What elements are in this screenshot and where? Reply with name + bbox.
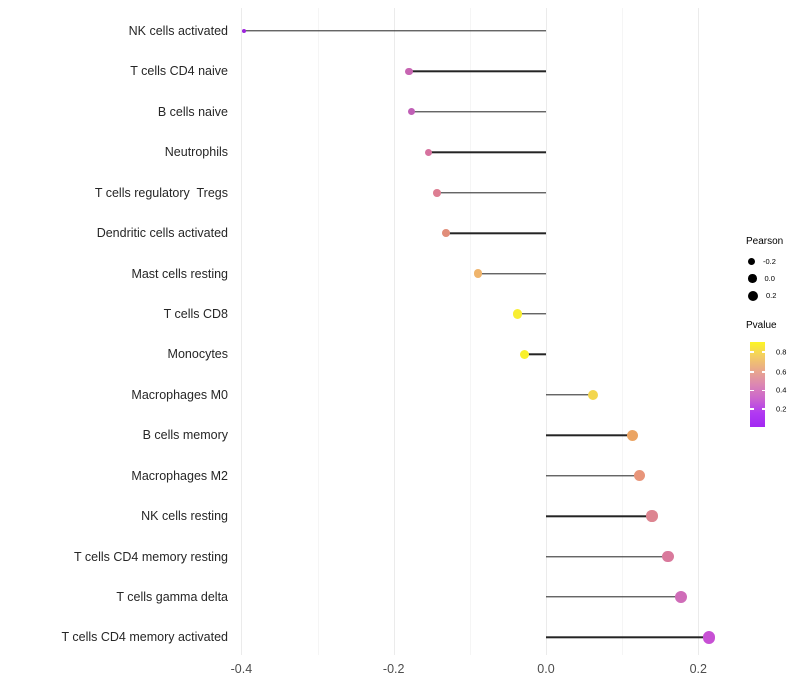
lollipop-dot bbox=[634, 470, 646, 482]
lollipop-dot bbox=[627, 429, 639, 441]
lollipop-dot bbox=[241, 28, 246, 34]
lollipop-dot bbox=[588, 389, 599, 401]
y-axis-label: Dendritic cells activated bbox=[96, 226, 228, 241]
y-axis-label: Monocytes bbox=[167, 347, 228, 362]
lollipop-stem bbox=[446, 232, 546, 234]
y-axis-label: T cells CD8 bbox=[163, 307, 228, 321]
gradient-tick bbox=[761, 351, 765, 353]
size-legend-item: 0.0 bbox=[748, 270, 800, 287]
lollipop-stem bbox=[546, 596, 681, 598]
y-axis-label: B cells memory bbox=[142, 428, 228, 443]
lollipop-dot bbox=[424, 148, 433, 157]
y-axis-label: B cells naive bbox=[157, 104, 228, 119]
gradient-tick bbox=[761, 389, 765, 392]
gridline-minor bbox=[469, 8, 471, 655]
lollipop-dot bbox=[474, 269, 483, 278]
lollipop-dot bbox=[407, 108, 415, 116]
size-legend-item: -0.2 bbox=[748, 253, 800, 270]
size-legend-items: -0.2 0.0 0.2 bbox=[744, 253, 800, 304]
gradient-label: 0.8 bbox=[776, 347, 787, 357]
lollipop-dot bbox=[661, 550, 674, 563]
y-axis-label: T cells CD4 memory resting bbox=[74, 549, 228, 564]
x-axis-tick-label: 0.0 bbox=[537, 662, 555, 676]
lollipop-stem bbox=[428, 151, 546, 153]
lollipop-stem bbox=[546, 515, 652, 517]
gridline-major bbox=[241, 8, 243, 655]
gradient-label: 0.2 bbox=[776, 404, 787, 414]
gradient-tick bbox=[750, 408, 754, 410]
lollipop-stem bbox=[546, 475, 640, 477]
size-legend-item: 0.2 bbox=[748, 287, 800, 304]
y-axis-label: Macrophages M0 bbox=[131, 387, 228, 402]
gridline-major bbox=[393, 8, 395, 655]
gridline-minor bbox=[622, 8, 624, 655]
lollipop-dot bbox=[405, 67, 413, 76]
y-axis-label: Macrophages M2 bbox=[131, 468, 228, 483]
x-axis-tick-label: 0.2 bbox=[689, 662, 707, 676]
y-axis-label: T cells regulatory Tregs bbox=[94, 185, 228, 200]
size-legend-label: 0.0 bbox=[764, 274, 775, 283]
gradient-label: 0.6 bbox=[776, 367, 787, 377]
lollipop-stem bbox=[437, 192, 546, 194]
color-legend-labels: 0.8 0.6 0.4 0.2 bbox=[750, 342, 800, 427]
y-axis-label: T cells CD4 naive bbox=[130, 64, 228, 79]
y-axis-label: T cells CD4 memory activated bbox=[61, 630, 229, 645]
y-axis-label: NK cells resting bbox=[141, 509, 228, 524]
x-axis-tick-label: -0.2 bbox=[382, 662, 405, 676]
lollipop-stem bbox=[546, 555, 668, 558]
lollipop-dot bbox=[513, 309, 523, 319]
lollipop-stem bbox=[517, 313, 546, 315]
lollipop-dot bbox=[433, 188, 441, 197]
color-legend-title: Pvalue bbox=[746, 320, 777, 331]
lollipop-stem bbox=[524, 353, 546, 356]
lollipop-stem bbox=[408, 70, 546, 73]
gradient-tick bbox=[750, 371, 754, 373]
gradient-tick bbox=[761, 371, 765, 373]
lollipop-dot bbox=[442, 229, 451, 238]
lollipop-stem bbox=[478, 272, 546, 275]
size-legend-label: 0.2 bbox=[766, 291, 777, 300]
gradient-tick bbox=[750, 389, 754, 392]
lollipop-stem bbox=[411, 111, 546, 113]
lollipop-dot bbox=[520, 349, 530, 360]
size-legend-dot bbox=[748, 258, 755, 265]
size-legend-dot bbox=[748, 274, 757, 283]
gridline-major bbox=[698, 8, 700, 655]
y-axis-label: NK cells activated bbox=[128, 24, 228, 38]
gradient-label: 0.4 bbox=[776, 385, 787, 395]
color-legend: Pvalue 0.8 0.6 0.4 0.2 bbox=[744, 320, 786, 427]
lollipop-dot bbox=[674, 591, 687, 603]
lollipop-dot bbox=[646, 510, 658, 522]
size-legend-title: Pearson bbox=[746, 236, 784, 247]
pvalue-gradient-bar bbox=[750, 342, 765, 427]
size-legend-dot bbox=[748, 290, 758, 301]
lollipop-dot bbox=[702, 631, 716, 644]
y-axis-label: T cells gamma delta bbox=[116, 590, 228, 605]
x-axis-tick-label: -0.4 bbox=[230, 662, 253, 676]
lollipop-stem bbox=[546, 434, 633, 436]
gridline-minor bbox=[317, 8, 319, 655]
gradient-tick bbox=[750, 351, 754, 353]
size-legend: Pearson -0.2 0.0 0.2 bbox=[744, 236, 800, 304]
gridline-major bbox=[546, 8, 547, 655]
lollipop-stem bbox=[546, 394, 594, 396]
lollipop-stem bbox=[546, 636, 709, 639]
lollipop-stem bbox=[243, 30, 546, 32]
y-axis-label: Mast cells resting bbox=[131, 266, 228, 281]
y-axis-label: Neutrophils bbox=[164, 145, 228, 160]
gradient-tick bbox=[761, 408, 765, 410]
size-legend-label: -0.2 bbox=[763, 257, 776, 266]
